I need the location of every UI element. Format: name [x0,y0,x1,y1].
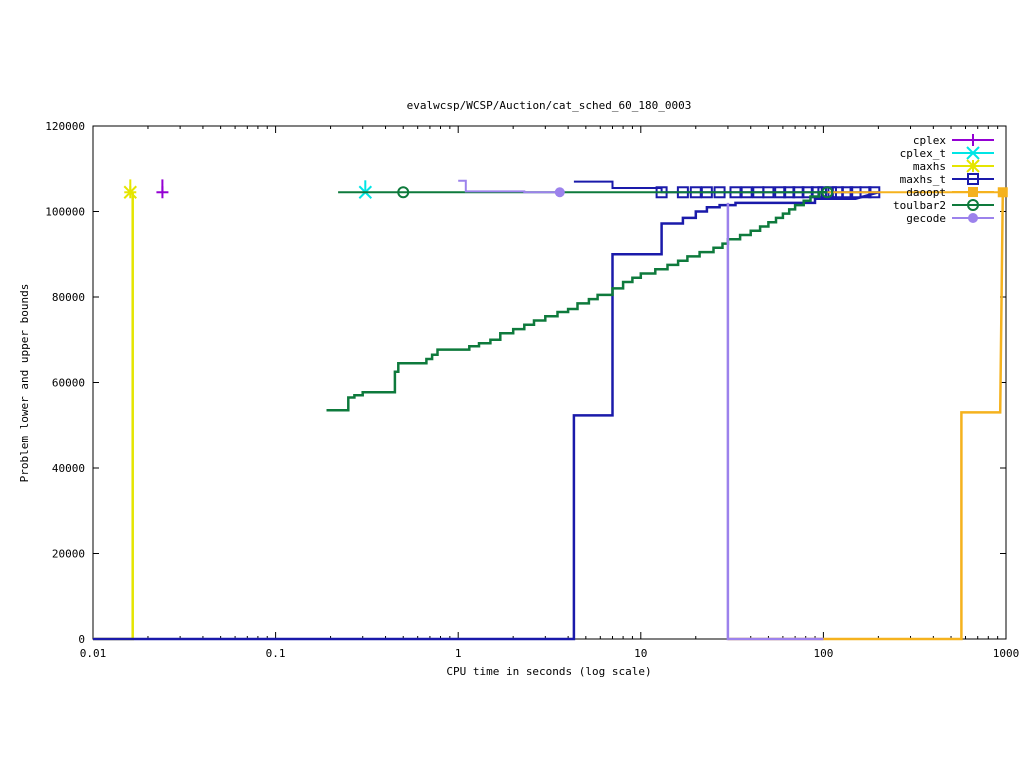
x-tick-label: 1000 [993,647,1020,660]
legend-marker [966,146,980,160]
series-lower-bound-line [93,191,879,641]
series-toulbar2 [326,186,834,412]
y-tick-label: 40000 [52,462,85,475]
x-tick-label: 0.1 [266,647,286,660]
legend-marker [968,187,978,197]
legend-label: daoopt [906,186,946,199]
legend-marker [967,173,979,185]
legend: cplexcplex_tmaxhsmaxhs_tdaoopttoulbar2ge… [893,134,994,225]
legend-item: toulbar2 [893,199,994,212]
chart-title: evalwcsp/WCSP/Auction/cat_sched_60_180_0… [407,99,692,112]
legend-item: cplex_t [900,146,994,160]
y-axis-label: Problem lower and upper bounds [18,284,31,483]
y-tick-label: 120000 [45,120,85,133]
legend-marker [967,134,979,146]
legend-label: cplex [913,134,946,147]
x-tick-label: 1 [455,647,462,660]
y-tick-label: 100000 [45,206,85,219]
y-tick-label: 0 [78,633,85,646]
legend-item: cplex [913,134,994,147]
series-lower-bound-line [726,202,824,641]
legend-marker [967,199,979,211]
legend-marker [966,159,980,173]
series-lower-bound-line [93,192,134,641]
series-cplex_t [358,180,373,199]
y-tick-label: 80000 [52,291,85,304]
data-point [156,186,169,199]
legend-item: maxhs_t [900,173,994,186]
legend-label: cplex_t [900,147,946,160]
legend-item: daoopt [906,186,994,199]
plot-area: 0 20000 40000 60000 80000 100000 120000 0.01 0.1… [45,120,1019,660]
series-lower-bound-line [727,192,1005,641]
plot-frame [92,125,1007,640]
x-tick-label: 10 [634,647,647,660]
legend-marker [968,213,978,223]
y-tick-label: 20000 [52,548,85,561]
x-tick-label: 0.01 [80,647,107,660]
legend-label: maxhs [913,160,946,173]
legend-label: gecode [906,212,946,225]
series-upper-bound-line [458,179,560,194]
data-point [123,185,137,199]
legend-item: gecode [906,212,994,225]
data-point [554,187,565,198]
y-tick-label: 60000 [52,377,85,390]
x-tick-label: 100 [813,647,833,660]
data-point [821,186,834,199]
series-maxhs_t [93,180,881,641]
legend-label: maxhs_t [900,173,946,186]
legend-item: maxhs [913,159,994,173]
data-point [397,186,410,199]
series-daoopt [727,187,1008,641]
series-maxhs [93,179,137,641]
x-axis-label: CPU time in seconds (log scale) [446,665,651,678]
series-gecode [458,179,824,641]
legend-label: toulbar2 [893,199,946,212]
series-cplex [156,179,169,199]
series-lower-bound-line [326,191,828,412]
data-point [997,187,1008,198]
